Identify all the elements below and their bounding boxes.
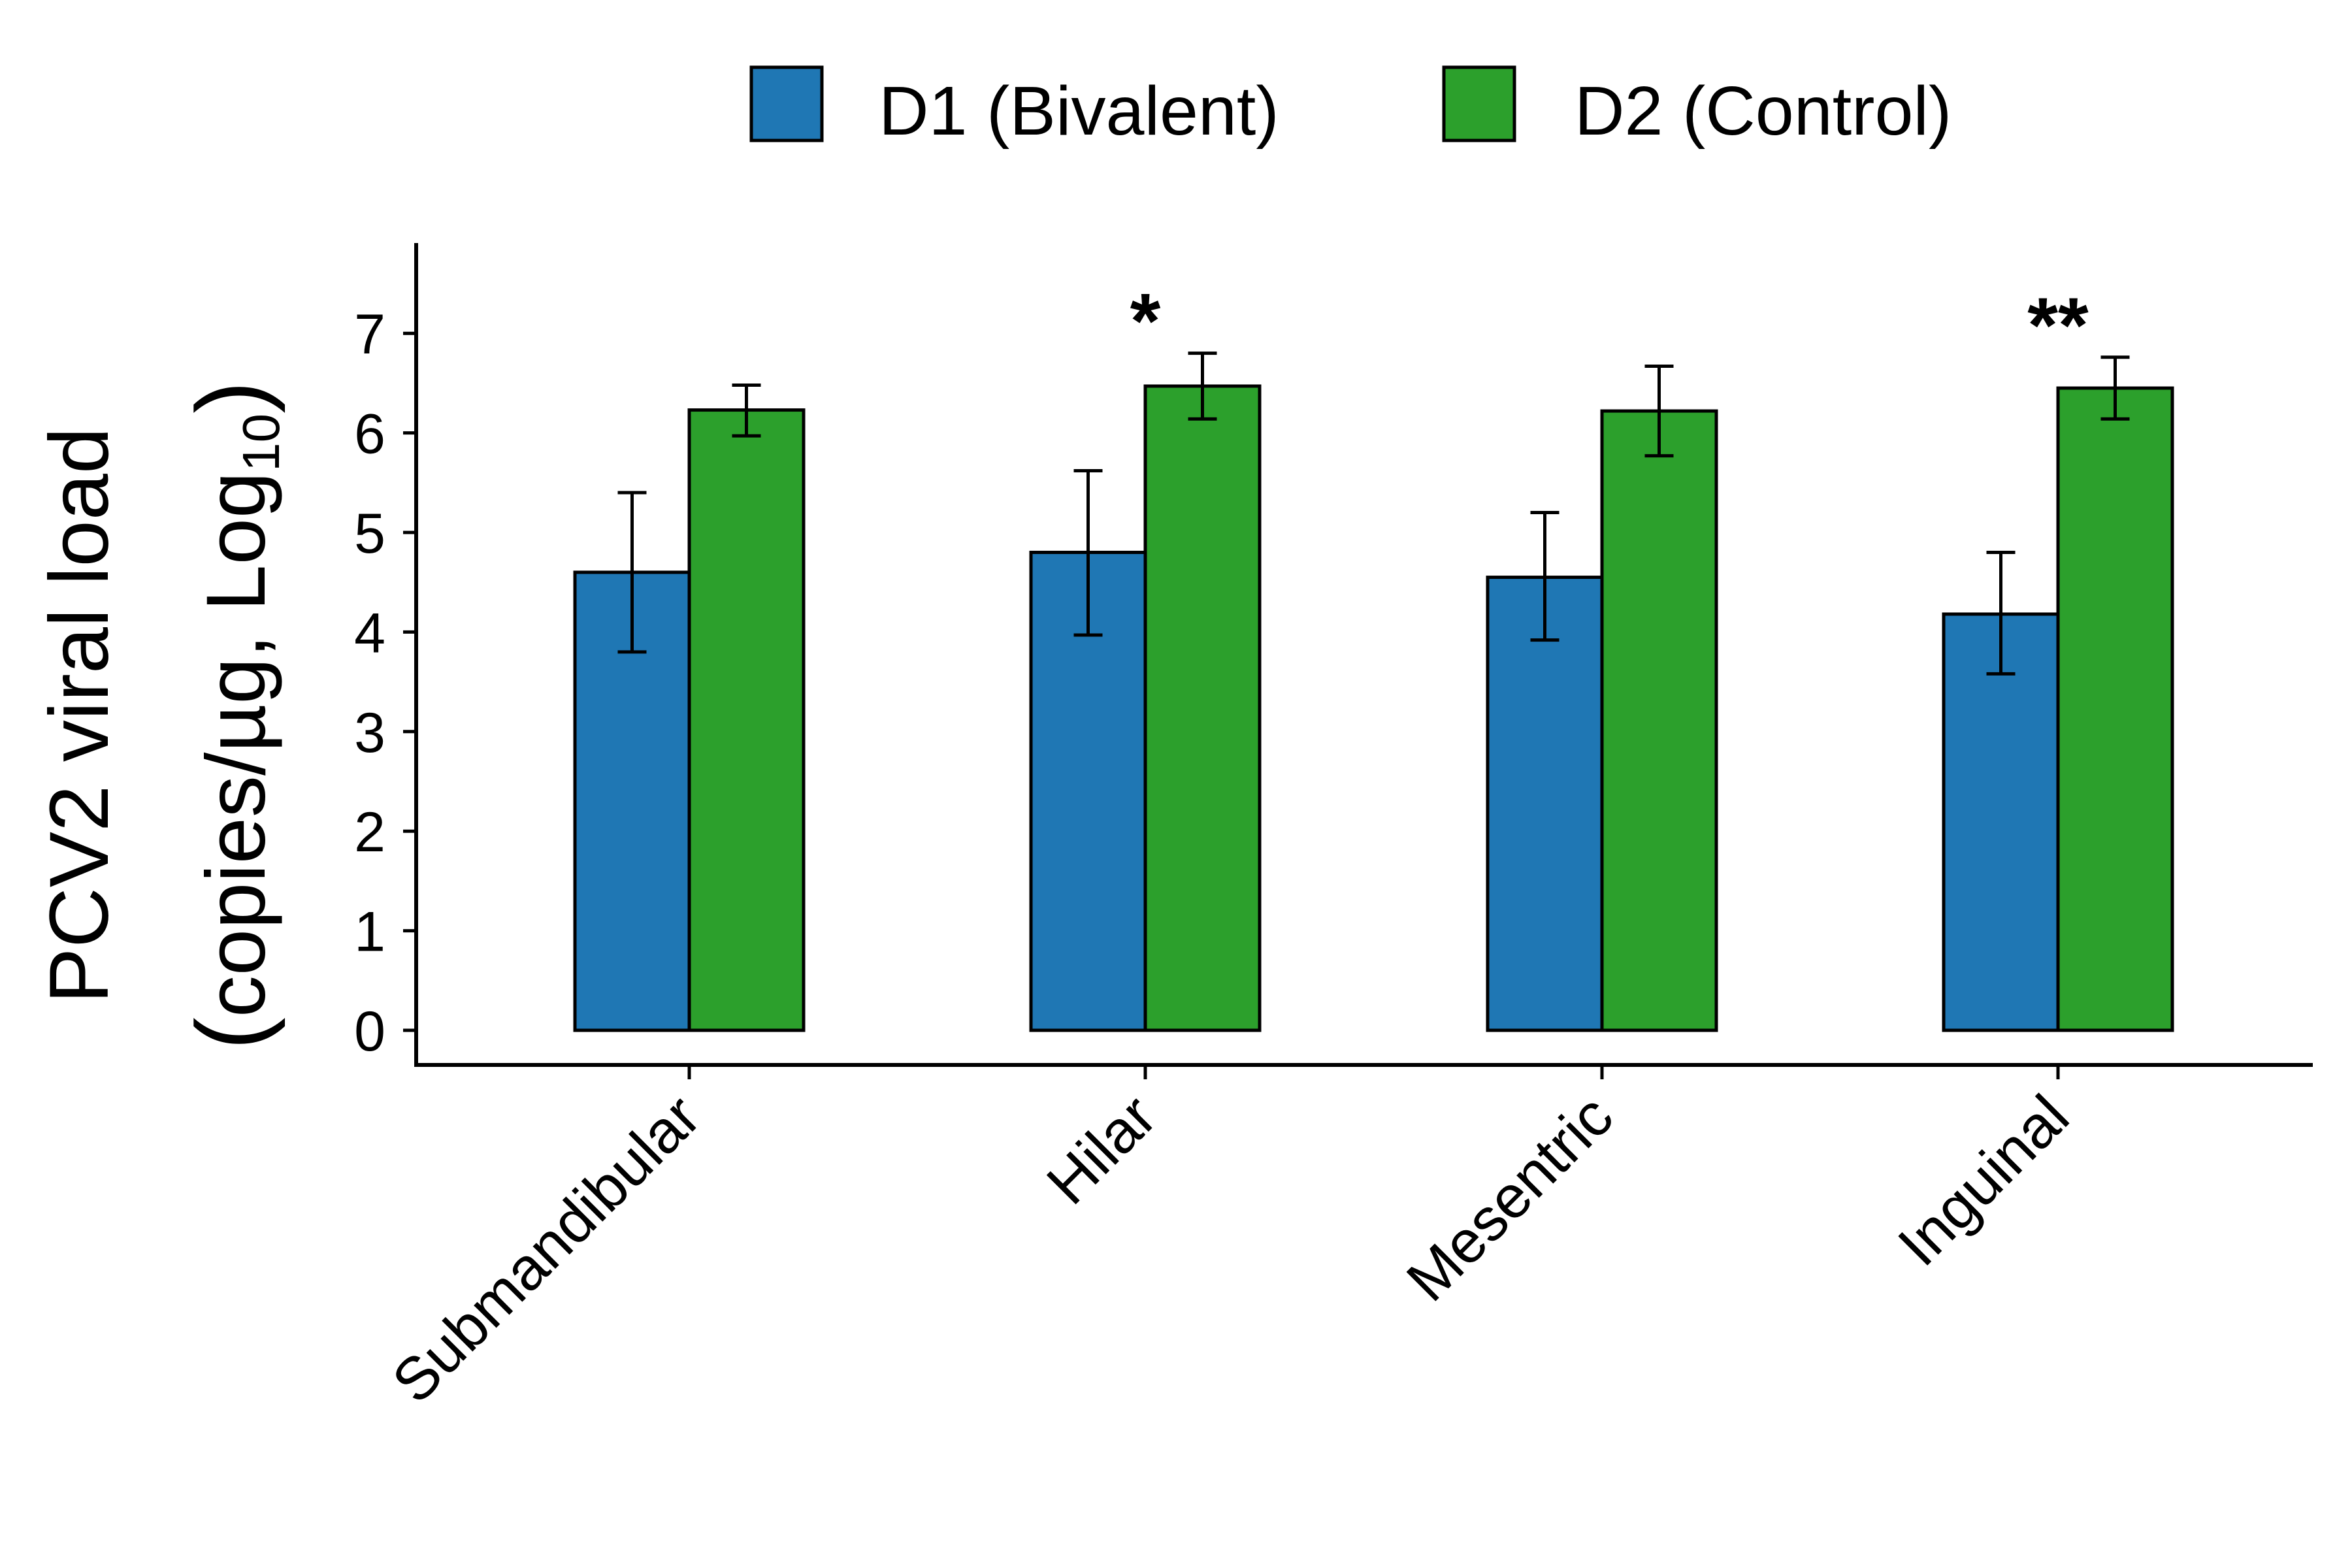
y-tick-label: 0: [354, 1000, 385, 1063]
significance-markers: * **: [1130, 278, 2089, 369]
x-tick-label-hilar: Hilar: [1034, 1083, 1169, 1217]
legend-swatch-d1: [749, 65, 824, 142]
bar-d1-inguinal: [1942, 612, 2060, 1032]
y-axis-ticks: 0 1 2 3 4 5 6 7: [354, 303, 416, 1063]
bar-d1-mesentric: [1486, 576, 1604, 1032]
bar-d2-mesentric: [1600, 409, 1718, 1032]
x-tick-label-inguinal: Inguinal: [1886, 1083, 2082, 1279]
y-tick-label: 3: [354, 702, 385, 764]
y-tick-label: 1: [354, 901, 385, 964]
y-axis-label-line2: (copies/µg, Log10): [176, 381, 290, 1050]
legend-label-d2: D2 (Control): [1575, 73, 1952, 150]
legend-swatch-d2: [1442, 65, 1516, 142]
y-tick-label: 6: [354, 403, 385, 466]
x-tick-label-submandibular: Submandibular: [380, 1083, 713, 1416]
x-axis-ticks: Submandibular Hilar Mesentric Inguinal: [380, 1065, 2082, 1416]
error-bars: [617, 351, 2130, 676]
bar-d2-inguinal: [2056, 386, 2174, 1032]
y-axis-label-line1: PCV2 viral load: [33, 427, 126, 1004]
y-tick-label: 7: [354, 303, 385, 366]
y-axis-label: PCV2 viral load (copies/µg, Log10): [33, 381, 290, 1050]
y-axis-paren-close: ): [176, 381, 286, 414]
bars: [573, 384, 2174, 1032]
y-axis-paren-open: (: [176, 1017, 286, 1050]
y-tick-label: 2: [354, 801, 385, 864]
y-axis-label-unit: copies/µg, Log: [189, 472, 283, 1017]
x-tick-label-mesentric: Mesentric: [1394, 1083, 1625, 1314]
legend-label-d1: D1 (Bivalent): [879, 73, 1279, 150]
y-tick-label: 4: [354, 602, 385, 664]
y-tick-label: 5: [354, 502, 385, 565]
bar-d2-submandibular: [687, 408, 806, 1032]
significance-marker: **: [2027, 282, 2089, 369]
significance-marker: *: [1130, 278, 1161, 365]
legend: D1 (Bivalent) D2 (Control): [749, 65, 1952, 150]
y-axis-label-subscript: 10: [232, 414, 290, 472]
bar-d2-hilar: [1143, 384, 1262, 1032]
